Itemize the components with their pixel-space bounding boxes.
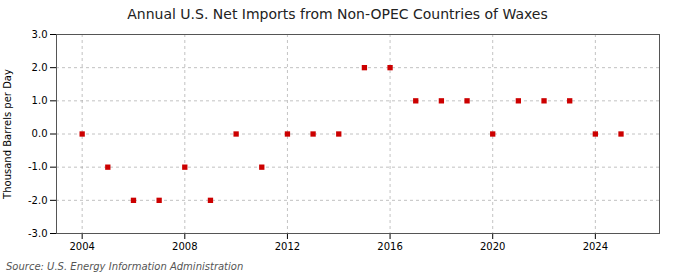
- svg-text:0.0: 0.0: [32, 128, 48, 139]
- svg-text:2012: 2012: [275, 241, 300, 252]
- svg-text:-3.0: -3.0: [28, 228, 48, 239]
- html-text:Source: U.S. Energy Informatio: Source: U.S. Energy Information Administ…: [6, 261, 244, 272]
- svg-text:2016: 2016: [377, 241, 402, 252]
- svg-text:1.0: 1.0: [32, 95, 48, 106]
- svg-text:2004: 2004: [69, 241, 94, 252]
- svg-text:2020: 2020: [480, 241, 505, 252]
- svg-text:2024: 2024: [583, 241, 608, 252]
- html-text:Annual U.S. Net Imports from N: Annual U.S. Net Imports from Non-OPEC Co…: [127, 6, 548, 22]
- svg-text:3.0: 3.0: [32, 29, 48, 40]
- svg-text:2.0: 2.0: [32, 62, 48, 73]
- svg-text:Thousand Barrels per Day: Thousand Barrels per Day: [2, 69, 13, 200]
- svg-text:-2.0: -2.0: [28, 195, 48, 206]
- svg-text:-1.0: -1.0: [28, 161, 48, 172]
- svg-text:2008: 2008: [172, 241, 197, 252]
